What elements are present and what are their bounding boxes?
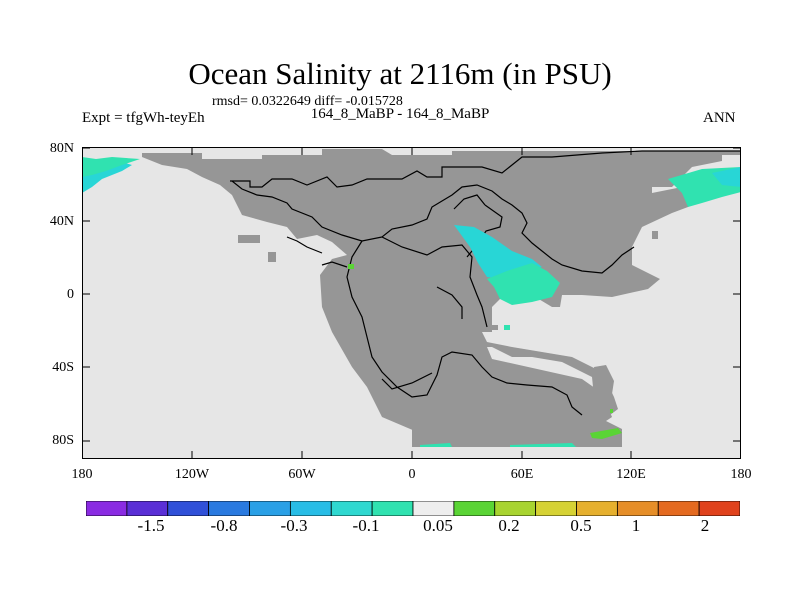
anomaly-northeast-core <box>712 167 741 187</box>
land-mass <box>142 149 741 447</box>
anomaly-northwest-coast <box>82 157 140 177</box>
colorbar-swatch <box>371 501 414 516</box>
lon-label-180w: 180 <box>71 467 93 482</box>
island <box>652 231 658 239</box>
anomaly-south-band-2 <box>510 443 576 447</box>
anomaly-central-sea <box>454 225 542 279</box>
island <box>492 325 498 330</box>
anomaly-south-green <box>590 428 622 439</box>
lon-label-120e: 120E <box>616 467 646 482</box>
anomaly-central-sea-lower <box>487 263 560 305</box>
lon-label-0: 0 <box>408 467 416 482</box>
colorbar-swatch <box>616 501 659 516</box>
colorbar-label: 1 <box>631 516 641 535</box>
anomaly-south-band-1 <box>420 443 452 447</box>
island <box>238 235 260 243</box>
colorbar-label: -1.5 <box>137 516 165 535</box>
lat-label-80n: 80N <box>49 141 74 156</box>
colorbar-label: -0.3 <box>280 516 308 535</box>
lon-label-60e: 60E <box>510 467 534 482</box>
colorbar-swatch <box>167 501 210 516</box>
colorbar-swatch <box>412 501 455 516</box>
lat-label-80s: 80S <box>52 433 74 448</box>
experiment-label: Expt = tfgWh-teyEh <box>82 110 205 126</box>
anomaly-small-patch <box>504 325 510 330</box>
colorbar-swatch <box>494 501 537 516</box>
colorbar-swatch <box>453 501 496 516</box>
colorbar-swatch <box>86 501 128 516</box>
colorbar-swatch <box>126 501 169 516</box>
map-title: Ocean Salinity at 2116m (in PSU) <box>188 56 612 91</box>
lat-label-0: 0 <box>67 287 74 302</box>
salinity-map <box>82 147 741 459</box>
colorbar-label: 2 <box>700 516 710 535</box>
lon-label-60w: 60W <box>288 467 316 482</box>
anomaly-south-dot <box>610 409 613 413</box>
colorbar-label: 0.2 <box>498 516 520 535</box>
lon-label-180e: 180 <box>730 467 752 482</box>
island <box>268 252 276 262</box>
season-label: ANN <box>703 110 736 126</box>
period-label: 164_8_MaBP - 164_8_MaBP <box>310 106 490 122</box>
colorbar-label: 0.05 <box>423 516 453 535</box>
island <box>594 365 614 407</box>
colorbar-label: -0.8 <box>210 516 238 535</box>
colorbar-swatch <box>576 501 618 516</box>
colorbar <box>86 501 740 516</box>
colorbar-swatch <box>535 501 577 516</box>
colorbar-swatch <box>330 501 373 516</box>
colorbar-label: -0.1 <box>352 516 380 535</box>
colorbar-swatch <box>698 501 740 516</box>
anomaly-positive-patch <box>348 264 354 269</box>
colorbar-label: 0.5 <box>570 516 592 535</box>
stats-text: rmsd= 0.0322649 diff= -0.015728 <box>212 94 403 109</box>
colorbar-swatch <box>657 501 700 516</box>
lat-label-40s: 40S <box>52 360 74 375</box>
lon-label-120w: 120W <box>174 467 210 482</box>
colorbar-swatch <box>289 501 332 516</box>
island <box>255 197 261 203</box>
colorbar-swatch <box>249 501 291 516</box>
colorbar-swatch <box>208 501 250 516</box>
southern-landmass <box>412 419 622 447</box>
lat-label-40n: 40N <box>49 214 74 229</box>
